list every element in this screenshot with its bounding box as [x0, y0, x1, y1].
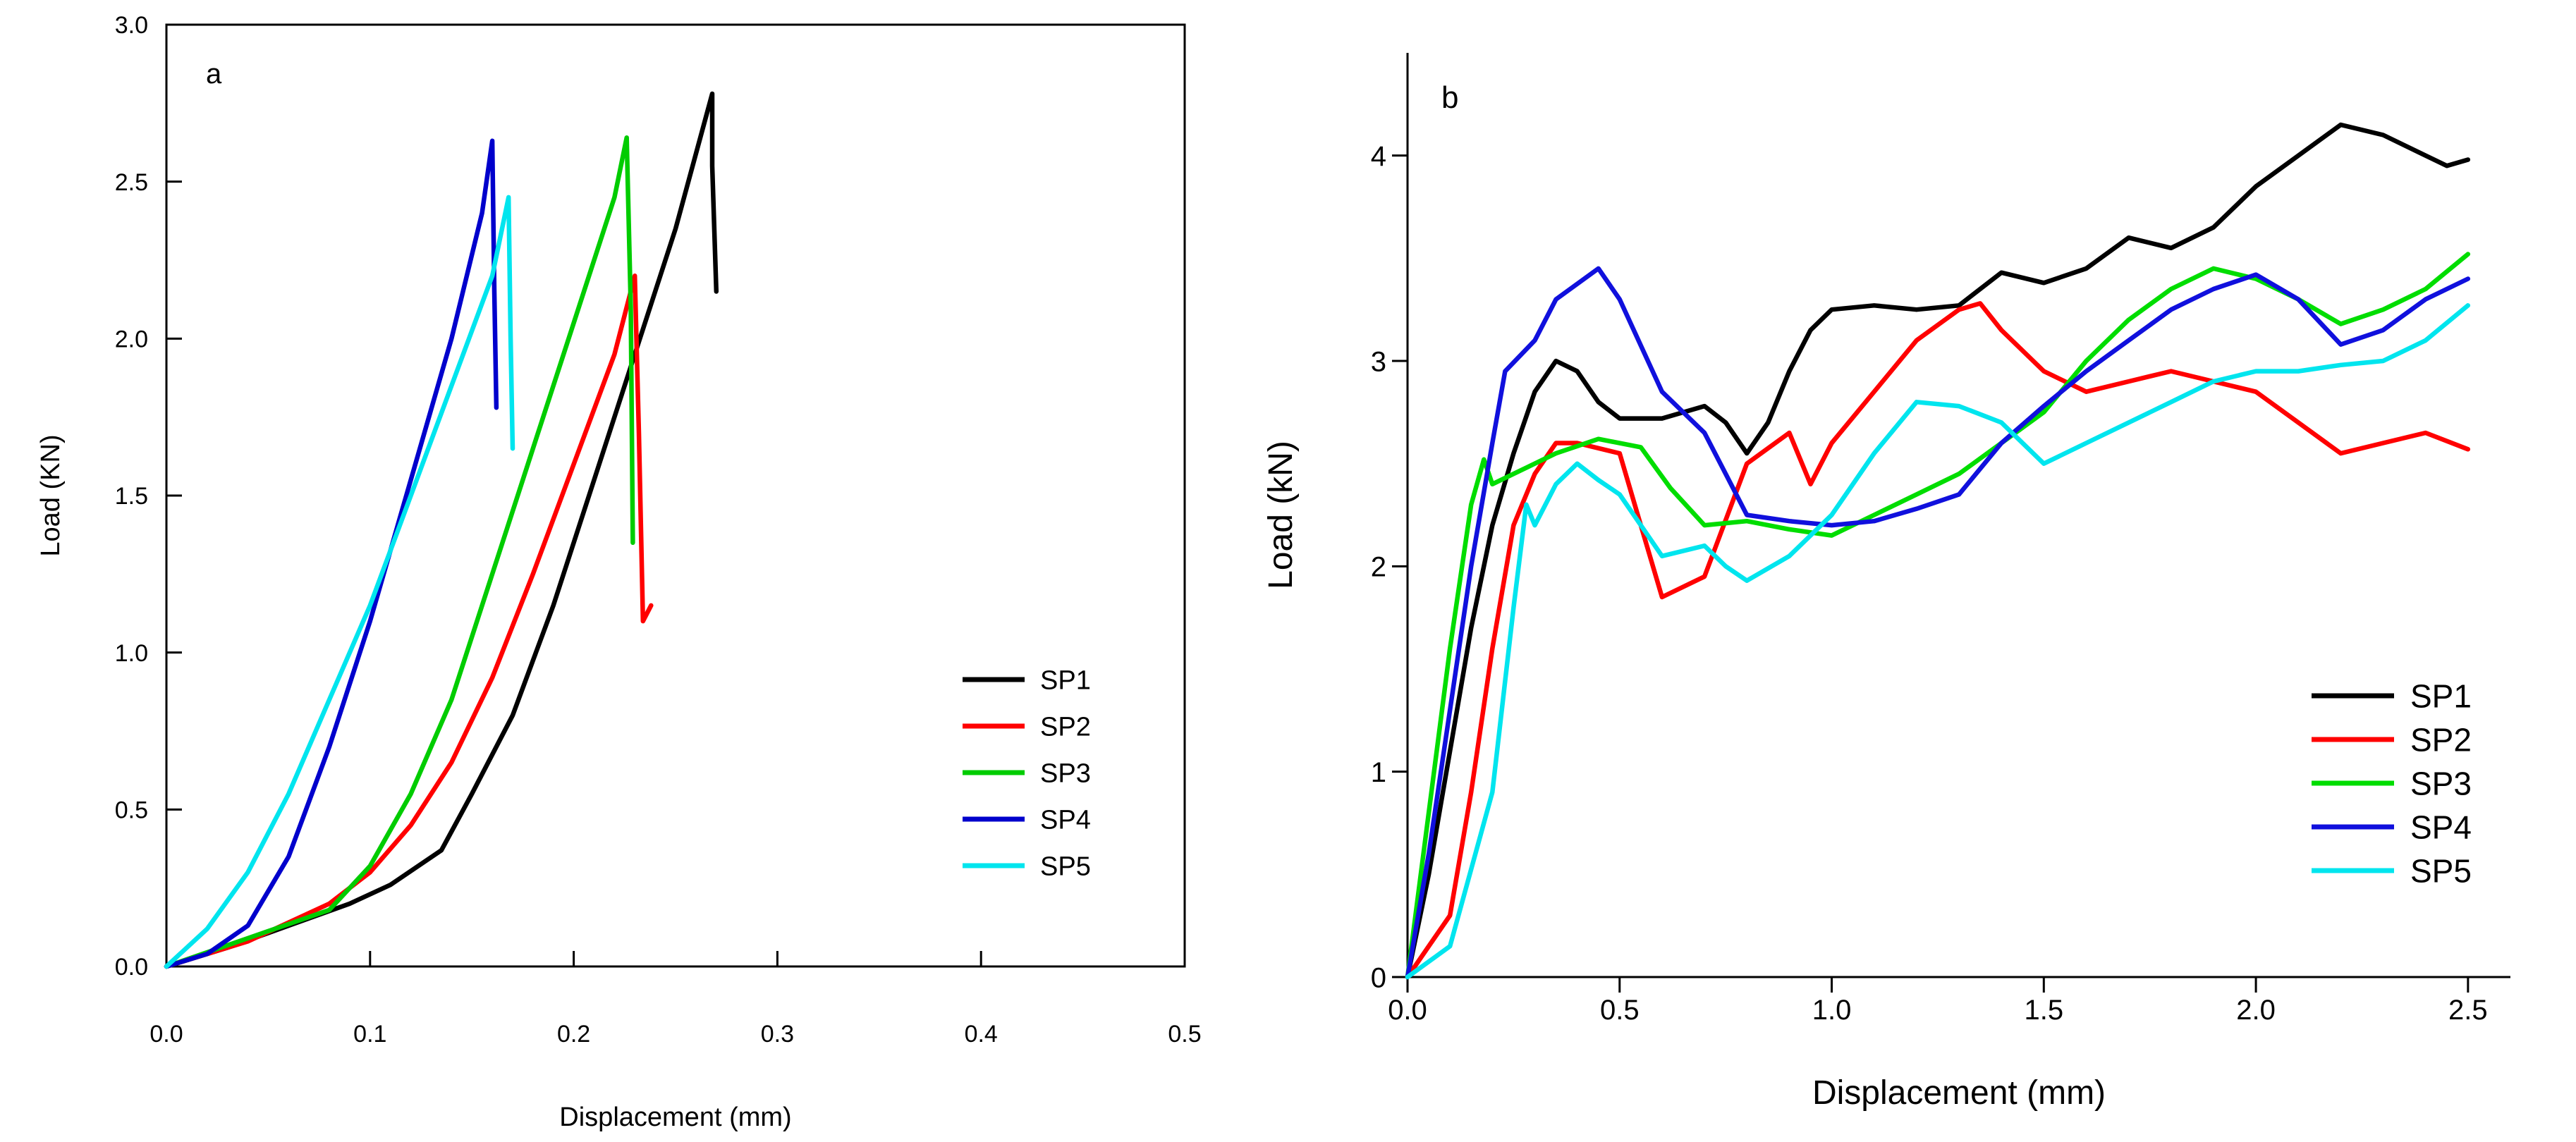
y-tick-label: 1.0: [115, 640, 148, 667]
series-line-sp3: [1405, 252, 2471, 980]
x-tick-label: 0.2: [557, 1021, 590, 1048]
plot-frame: [165, 23, 1186, 968]
series-line-sp3: [164, 135, 635, 969]
chart-panel-b: 0.0 0.5 1.0 1.5 2.0 2.5 0 1 2 3 4 Displacement (mm)…: [1262, 53, 2510, 1112]
panel-label: a: [206, 59, 222, 90]
series-line-sp4: [1405, 266, 2471, 980]
panel-label: b: [1441, 80, 1458, 115]
y-tick-label: 2.0: [115, 326, 148, 353]
legend-label: SP4: [2410, 809, 2472, 846]
legend: SP1 SP2 SP3 SP4 SP5: [2312, 678, 2472, 890]
x-tick-label: 0.3: [761, 1021, 794, 1048]
legend-label: SP4: [1040, 806, 1091, 835]
x-tick-label: 1.5: [2025, 995, 2064, 1026]
x-tick-label: 0.0: [1388, 995, 1427, 1026]
series-line-sp2: [164, 274, 654, 969]
y-axis-label: Load (kN): [1262, 441, 1300, 589]
legend-label: SP1: [2410, 678, 2472, 715]
y-tick-label: 4: [1371, 141, 1386, 172]
y-tick-label: 2: [1371, 552, 1386, 583]
x-tick-label: 1.0: [1812, 995, 1852, 1026]
y-tick-label: 0.5: [115, 797, 148, 824]
y-tick-label: 1: [1371, 757, 1386, 788]
legend-label: SP3: [1040, 759, 1091, 789]
series-line-sp2: [1405, 301, 2471, 980]
x-axis-label: Displacement (mm): [1812, 1074, 2106, 1112]
x-tick-label: 0.0: [149, 1021, 183, 1048]
y-tick-label: 0.0: [115, 954, 148, 981]
chart-panel-a: 0.0 0.1 0.2 0.3 0.4 0.5 0.0 0.5 1.0 1.5 2.0 2.5 3.0 D…: [36, 12, 1202, 1132]
x-tick-label: 0.5: [1168, 1021, 1201, 1048]
series-line-sp5: [1405, 303, 2471, 980]
x-tick-label: 2.0: [2236, 995, 2276, 1026]
x-tick-label: 0.5: [1600, 995, 1640, 1026]
legend-label: SP5: [1040, 852, 1091, 882]
x-tick-label: 2.5: [2448, 995, 2488, 1026]
y-tick-label: 3.0: [115, 12, 148, 39]
legend-label: SP3: [2410, 766, 2472, 802]
y-tick-label: 2.5: [115, 169, 148, 196]
x-tick-label: 0.1: [353, 1021, 386, 1048]
series-line-sp5: [164, 195, 515, 969]
legend-label: SP5: [2410, 853, 2472, 890]
legend: SP1 SP2 SP3 SP4 SP5: [963, 666, 1091, 882]
y-tick-label: 0: [1371, 962, 1386, 993]
series-line-sp1: [1405, 122, 2471, 980]
x-tick-label: 0.4: [965, 1021, 998, 1048]
y-tick-label: 1.5: [115, 483, 148, 510]
y-axis-label: Load (KN): [36, 434, 66, 556]
legend-label: SP1: [1040, 666, 1091, 696]
y-tick-label: 3: [1371, 346, 1386, 377]
legend-label: SP2: [1040, 713, 1091, 742]
legend-label: SP2: [2410, 722, 2472, 759]
x-axis-label: Displacement (mm): [559, 1103, 791, 1132]
